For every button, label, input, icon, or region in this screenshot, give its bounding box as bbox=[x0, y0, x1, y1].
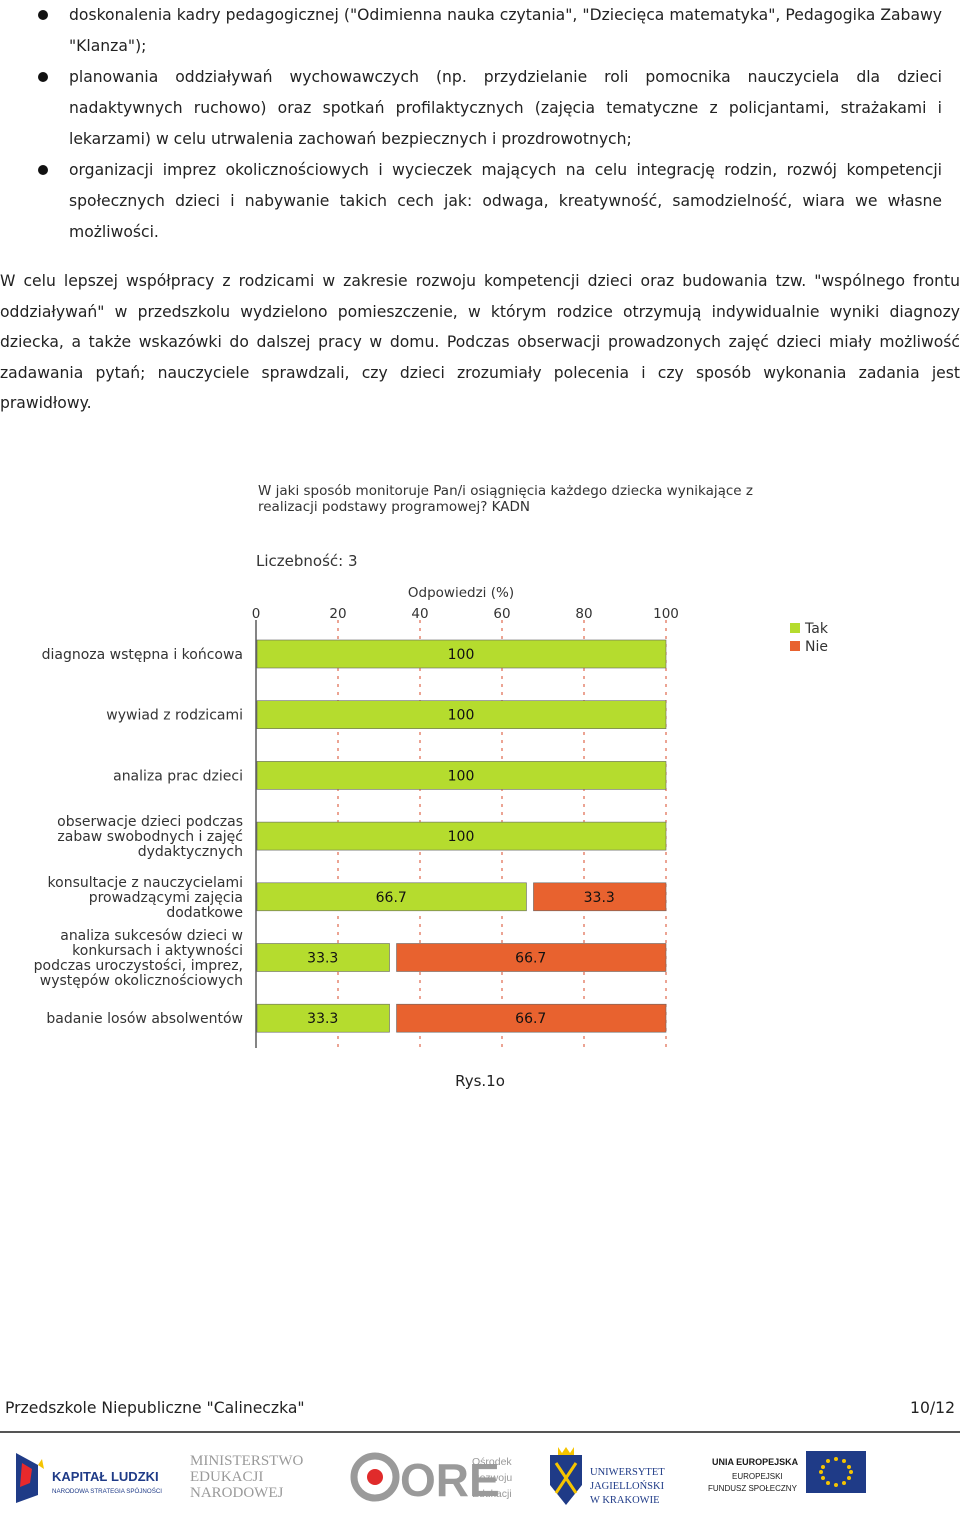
uj-line2: JAGIELLOŃSKI bbox=[590, 1480, 665, 1492]
ore-line2: Rozwoju bbox=[472, 1472, 512, 1484]
x-tick-label: 100 bbox=[653, 606, 679, 622]
category-label: diagnoza wstępna i końcowa bbox=[42, 647, 243, 663]
category-label: wywiad z rodzicami bbox=[106, 708, 243, 724]
category-label: zabaw swobodnych i zajęć bbox=[57, 829, 243, 845]
bar-nie bbox=[396, 943, 667, 972]
bullet-text: planowania oddziaływań wychowawczych (np… bbox=[69, 68, 942, 148]
category-label: prowadzącymi zajęcia bbox=[89, 890, 243, 906]
category-label: podczas uroczystości, imprez, bbox=[34, 958, 243, 974]
category-label: analiza sukcesów dzieci w bbox=[60, 928, 243, 944]
bullet-text: doskonalenia kadry pedagogicznej ("Odimi… bbox=[69, 6, 942, 55]
category-label: dydaktycznych bbox=[138, 844, 243, 860]
x-tick-label: 40 bbox=[411, 606, 428, 622]
bullet-icon bbox=[38, 10, 48, 20]
bar-value-label: 66.7 bbox=[376, 890, 407, 906]
chart-title-line: W jaki sposób monitoruje Pan/i osiągnięc… bbox=[258, 483, 753, 499]
category-label: analiza prac dzieci bbox=[113, 768, 243, 784]
page-number: 10/12 bbox=[910, 1399, 955, 1417]
chart: W jaki sposób monitoruje Pan/i osiągnięc… bbox=[0, 470, 960, 1060]
chart-count-label: Liczebność: 3 bbox=[256, 552, 358, 570]
bar-value-label: 33.3 bbox=[584, 890, 615, 906]
body-paragraph: W celu lepszej współpracy z rodzicami w … bbox=[0, 272, 960, 413]
bullet-item: planowania oddziaływań wychowawczych (np… bbox=[0, 62, 960, 155]
legend-swatch bbox=[790, 623, 800, 633]
bar-value-label: 33.3 bbox=[307, 1011, 338, 1027]
bar-tak bbox=[256, 821, 667, 851]
bar-tak bbox=[256, 761, 667, 790]
uj-line3: W KRAKOWIE bbox=[590, 1495, 660, 1506]
x-tick-label: 0 bbox=[252, 606, 261, 622]
legend-label: Tak bbox=[804, 621, 829, 637]
bullet-list: doskonalenia kadry pedagogicznej ("Odimi… bbox=[0, 0, 960, 248]
eu-logo: UNIA EUROPEJSKA EUROPEJSKI FUNDUSZ SPOŁE… bbox=[708, 1451, 866, 1493]
bullet-item: doskonalenia kadry pedagogicznej ("Odimi… bbox=[0, 0, 960, 62]
eu-line1: UNIA EUROPEJSKA bbox=[712, 1457, 799, 1467]
eu-line3: FUNDUSZ SPOŁECZNY bbox=[708, 1484, 798, 1493]
category-label: występów okolicznościowych bbox=[40, 973, 243, 989]
legend-label: Nie bbox=[805, 639, 828, 655]
page-footer: Przedszkole Niepubliczne "Calineczka" 10… bbox=[0, 1399, 960, 1423]
kapital-ludzki-logo: KAPITAŁ LUDZKI NARODOWA STRATEGIA SPÓJNO… bbox=[16, 1453, 162, 1503]
bar-value-label: 100 bbox=[448, 708, 475, 724]
men-line1: MINISTERSTWO bbox=[190, 1453, 303, 1469]
chart-title-line: realizacji podstawy programowej? KADN bbox=[258, 499, 530, 515]
ore-logo: ORE Ośrodek Rozwoju Edukacji bbox=[350, 1452, 512, 1506]
men-line3: NARODOWEJ bbox=[190, 1485, 283, 1501]
ore-line1: Ośrodek bbox=[472, 1456, 512, 1468]
uj-line1: UNIWERSYTET bbox=[590, 1467, 665, 1478]
x-tick-label: 80 bbox=[575, 606, 592, 622]
figure-caption: Rys.1o bbox=[455, 1072, 505, 1090]
ore-line3: Edukacji bbox=[472, 1488, 512, 1500]
footer-divider bbox=[0, 1431, 960, 1433]
bar-nie bbox=[533, 882, 667, 912]
chart-svg: W jaki sposób monitoruje Pan/i osiągnięc… bbox=[34, 483, 829, 1048]
kapital-title: KAPITAŁ LUDZKI bbox=[52, 1469, 159, 1484]
men-logo: MINISTERSTWO EDUKACJI NARODOWEJ bbox=[190, 1453, 303, 1501]
bar-value-label: 100 bbox=[448, 829, 475, 845]
ore-wordmark: ORE bbox=[400, 1454, 500, 1506]
men-line2: EDUKACJI bbox=[190, 1469, 263, 1485]
bullet-icon bbox=[38, 165, 48, 175]
x-axis-label: Odpowiedzi (%) bbox=[408, 585, 514, 601]
bullet-text: organizacji imprez okolicznościowych i w… bbox=[69, 161, 942, 241]
x-tick-label: 60 bbox=[493, 606, 510, 622]
category-label: konkursach i aktywności bbox=[72, 943, 243, 959]
legend-swatch bbox=[790, 641, 800, 651]
bar-value-label: 66.7 bbox=[515, 1011, 546, 1027]
bar-tak bbox=[256, 700, 667, 729]
uj-logo: UNIWERSYTET JAGIELLOŃSKI W KRAKOWIE bbox=[550, 1447, 665, 1506]
bar-value-label: 100 bbox=[448, 647, 475, 663]
logo-bar: KAPITAŁ LUDZKI NARODOWA STRATEGIA SPÓJNO… bbox=[0, 1443, 960, 1513]
bullet-icon bbox=[38, 72, 48, 82]
bullet-item: organizacji imprez okolicznościowych i w… bbox=[0, 155, 960, 248]
category-label: obserwacje dzieci podczas bbox=[57, 814, 243, 830]
bar-value-label: 100 bbox=[448, 768, 475, 784]
category-label: dodatkowe bbox=[166, 905, 243, 921]
x-tick-label: 20 bbox=[329, 606, 346, 622]
bar-tak bbox=[256, 882, 527, 912]
category-label: badanie losów absolwentów bbox=[46, 1011, 243, 1027]
bar-value-label: 66.7 bbox=[515, 951, 546, 967]
bar-tak bbox=[256, 639, 667, 669]
eu-line2: EUROPEJSKI bbox=[732, 1472, 783, 1481]
bar-nie bbox=[396, 1003, 667, 1033]
bar-value-label: 33.3 bbox=[307, 951, 338, 967]
bar-tak bbox=[256, 1003, 390, 1033]
kapital-subtitle: NARODOWA STRATEGIA SPÓJNOŚCI bbox=[52, 1487, 162, 1495]
category-label: konsultacje z nauczycielami bbox=[48, 875, 243, 891]
bar-tak bbox=[256, 943, 390, 972]
footer-school-name: Przedszkole Niepubliczne "Calineczka" bbox=[5, 1399, 305, 1417]
